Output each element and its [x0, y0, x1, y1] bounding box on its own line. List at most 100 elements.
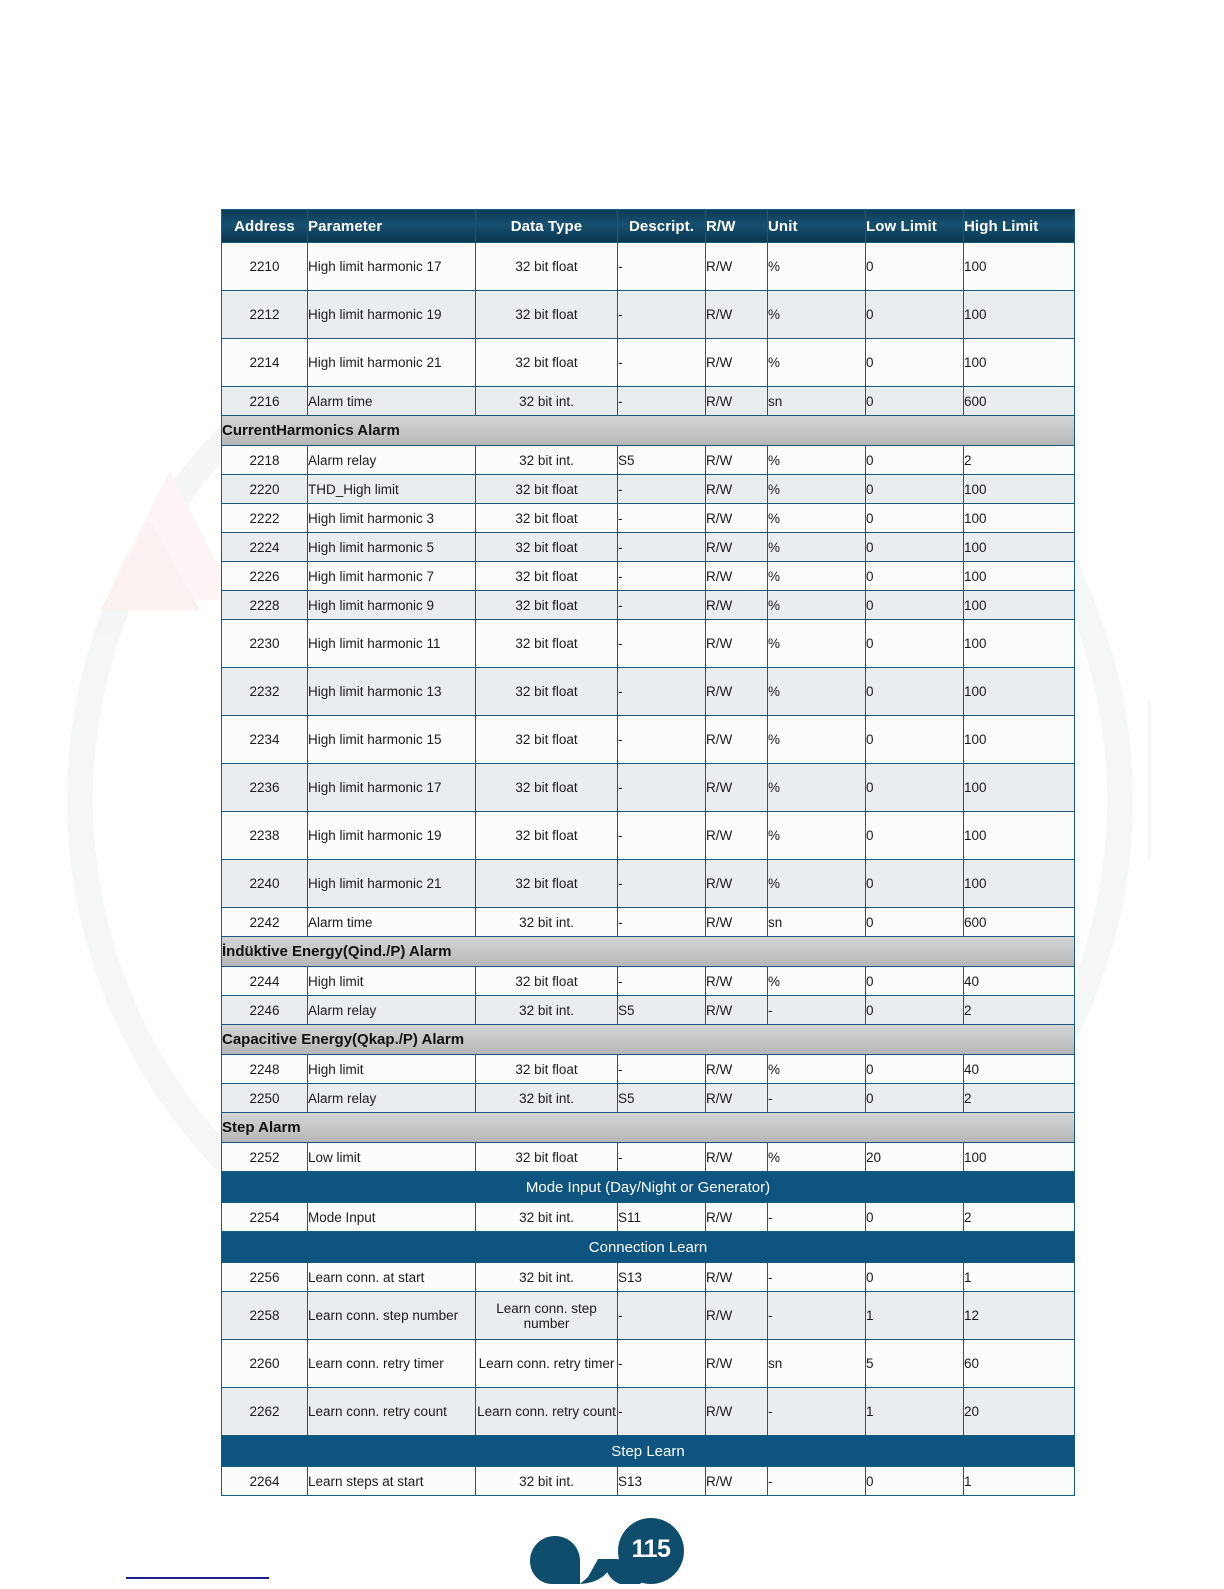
- cell-unit: %: [767, 532, 866, 562]
- cell-rw: R/W: [705, 1262, 768, 1292]
- cell-unit: -: [767, 1291, 866, 1340]
- table-row: 2260 Learn conn. retry timer Learn conn. r…: [221, 1339, 1075, 1388]
- cell-low-limit: 0: [865, 290, 964, 339]
- cell-rw: R/W: [705, 667, 768, 716]
- cell-parameter: High limit harmonic 17: [307, 763, 476, 812]
- cell-high-limit: 2: [963, 1202, 1075, 1232]
- cell-high-limit: 20: [963, 1387, 1075, 1436]
- page-number: 115: [631, 1535, 671, 1563]
- cell-unit: %: [767, 859, 866, 908]
- page-badge-shape: [530, 1518, 684, 1584]
- cell-parameter: High limit: [307, 1054, 476, 1084]
- cell-data-type: 32 bit float: [475, 619, 618, 668]
- cell-descript: -: [617, 590, 706, 620]
- cell-data-type: 32 bit float: [475, 811, 618, 860]
- cell-high-limit: 100: [963, 242, 1075, 291]
- cell-parameter: High limit harmonic 9: [307, 590, 476, 620]
- column-header-parameter: Parameter: [307, 209, 476, 243]
- cell-high-limit: 60: [963, 1339, 1075, 1388]
- cell-descript: -: [617, 619, 706, 668]
- cell-descript: -: [617, 532, 706, 562]
- cell-data-type: 32 bit int.: [475, 907, 618, 937]
- table-row: 2222 High limit harmonic 3 32 bit float - R/…: [221, 503, 1075, 533]
- table-row: 2250 Alarm relay 32 bit int. S5 R/W -0 2: [221, 1083, 1075, 1113]
- cell-unit: sn: [767, 1339, 866, 1388]
- cell-low-limit: 0: [865, 966, 964, 996]
- cell-high-limit: 600: [963, 386, 1075, 416]
- cell-data-type: 32 bit float: [475, 1142, 618, 1172]
- cell-rw: R/W: [705, 1142, 768, 1172]
- section-title: CurrentHarmonics Alarm: [221, 415, 1075, 446]
- table-row: 2242 Alarm time 32 bit int. - R/W sn 0 600: [221, 907, 1075, 937]
- cell-descript: S13: [617, 1466, 706, 1496]
- cell-low-limit: 0: [865, 1202, 964, 1232]
- footer-rule: [126, 1577, 269, 1579]
- cell-descript: S5: [617, 1083, 706, 1113]
- cell-rw: R/W: [705, 859, 768, 908]
- cell-parameter: High limit harmonic 13: [307, 667, 476, 716]
- table-row: 2230 High limit harmonic 11 32 bit float - R…: [221, 619, 1075, 668]
- table-row: 2262 Learn conn. retry count Learn conn. r…: [221, 1387, 1075, 1436]
- cell-descript: -: [617, 907, 706, 937]
- cell-address: 2224: [221, 532, 308, 562]
- cell-descript: -: [617, 1142, 706, 1172]
- cell-rw: R/W: [705, 1202, 768, 1232]
- cell-rw: R/W: [705, 715, 768, 764]
- cell-unit: %: [767, 474, 866, 504]
- cell-data-type: Learn conn. step number: [475, 1291, 618, 1340]
- cell-low-limit: 0: [865, 1466, 964, 1496]
- cell-rw: R/W: [705, 290, 768, 339]
- cell-parameter: High limit: [307, 966, 476, 996]
- cell-unit: sn: [767, 907, 866, 937]
- cell-rw: R/W: [705, 561, 768, 591]
- cell-address: 2242: [221, 907, 308, 937]
- table-body: 2210 High limit harmonic 17 32 bit float - R…: [221, 242, 1075, 1496]
- cell-parameter: Alarm relay: [307, 445, 476, 475]
- cell-low-limit: 0: [865, 859, 964, 908]
- cell-rw: R/W: [705, 966, 768, 996]
- table-row: 2264 Learn steps at start 32 bit int. S13 R/…: [221, 1466, 1075, 1496]
- cell-low-limit: 0: [865, 1262, 964, 1292]
- cell-high-limit: 100: [963, 590, 1075, 620]
- cell-rw: R/W: [705, 619, 768, 668]
- cell-unit: -: [767, 1262, 866, 1292]
- cell-unit: %: [767, 1142, 866, 1172]
- table-row: 2214 High limit harmonic 21 32 bit float - R…: [221, 338, 1075, 387]
- cell-address: 2258: [221, 1291, 308, 1340]
- cell-unit: %: [767, 242, 866, 291]
- cell-rw: R/W: [705, 1083, 768, 1113]
- cell-unit: -: [767, 1202, 866, 1232]
- table-row: 2258 Learn conn. step number Learn conn. s…: [221, 1291, 1075, 1340]
- cell-data-type: Learn conn. retry timer: [475, 1339, 618, 1388]
- cell-data-type: 32 bit int.: [475, 1466, 618, 1496]
- cell-low-limit: 0: [865, 667, 964, 716]
- cell-descript: -: [617, 474, 706, 504]
- cell-address: 2246: [221, 995, 308, 1025]
- cell-rw: R/W: [705, 1291, 768, 1340]
- cell-data-type: 32 bit int.: [475, 1202, 618, 1232]
- cell-rw: R/W: [705, 474, 768, 504]
- cell-unit: %: [767, 561, 866, 591]
- cell-low-limit: 0: [865, 1054, 964, 1084]
- cell-low-limit: 0: [865, 811, 964, 860]
- cell-descript: -: [617, 811, 706, 860]
- page-number-badge: 115: [500, 1489, 730, 1584]
- cell-descript: -: [617, 290, 706, 339]
- cell-rw: R/W: [705, 1387, 768, 1436]
- cell-unit: %: [767, 445, 866, 475]
- cell-high-limit: 12: [963, 1291, 1075, 1340]
- cell-unit: %: [767, 715, 866, 764]
- badge-right-tail: [606, 1553, 650, 1584]
- cell-address: 2252: [221, 1142, 308, 1172]
- cell-parameter: Learn conn. step number: [307, 1291, 476, 1340]
- cell-low-limit: 0: [865, 1083, 964, 1113]
- cell-parameter: Alarm relay: [307, 1083, 476, 1113]
- cell-data-type: 32 bit float: [475, 532, 618, 562]
- cell-rw: R/W: [705, 445, 768, 475]
- cell-high-limit: 100: [963, 474, 1075, 504]
- cell-low-limit: 0: [865, 242, 964, 291]
- table-section-header-row: İndüktive Energy(Qind./P) Alarm: [221, 936, 1075, 967]
- cell-descript: -: [617, 561, 706, 591]
- cell-address: 2228: [221, 590, 308, 620]
